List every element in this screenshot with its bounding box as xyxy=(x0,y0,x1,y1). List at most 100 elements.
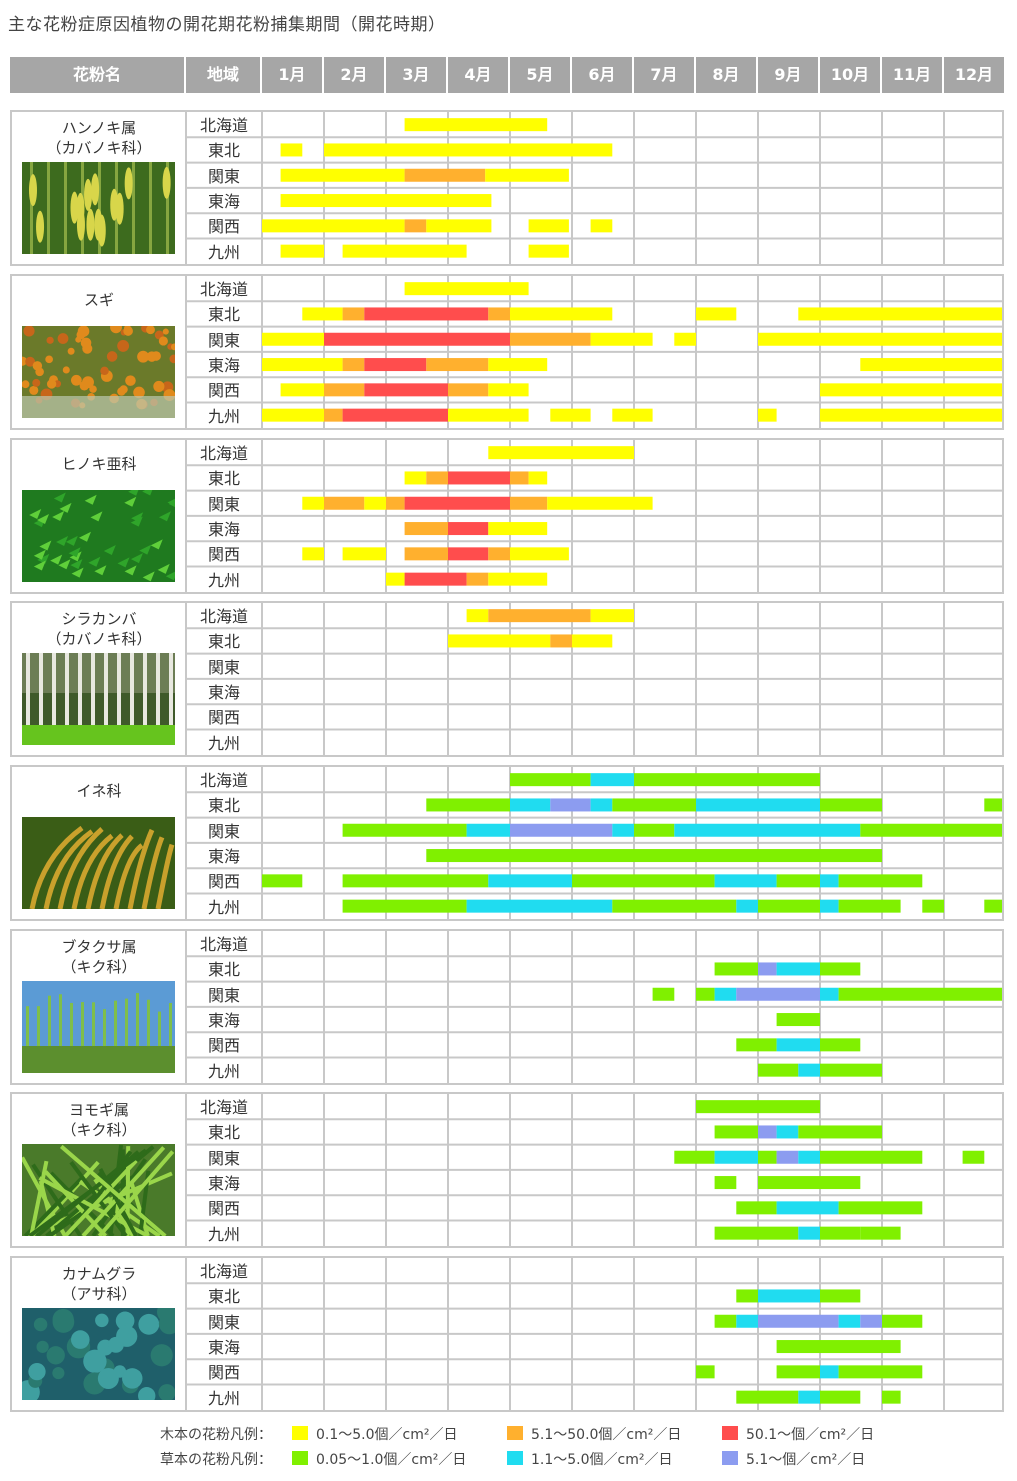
pollen-bar xyxy=(860,1226,882,1240)
pollen-bar xyxy=(882,1226,901,1240)
region-label: 九州 xyxy=(207,1224,240,1244)
pollen-bar xyxy=(386,572,405,586)
pollen-bar xyxy=(262,219,405,233)
header-month: 5月 xyxy=(526,65,554,84)
region-label: 北海道 xyxy=(199,935,248,954)
pollen-bar xyxy=(714,1314,737,1328)
pollen-bar xyxy=(922,899,944,913)
pollen-bar xyxy=(510,168,569,182)
pollen-bar xyxy=(736,1289,758,1303)
pollen-bar xyxy=(758,1289,820,1303)
region-label: 関西 xyxy=(207,872,240,892)
pollen-bar xyxy=(488,446,634,460)
pollen-bar xyxy=(758,962,777,976)
pollen-bar xyxy=(488,307,510,321)
pollen-bar xyxy=(776,874,820,888)
pollen-bar xyxy=(612,798,696,812)
pollen-bar xyxy=(612,899,737,913)
pollen-bar xyxy=(280,244,324,258)
region-label: 東北 xyxy=(207,141,240,161)
pollen-bar xyxy=(798,307,1002,321)
pollen-bar xyxy=(820,1038,861,1052)
pollen-bar xyxy=(882,1314,923,1328)
pollen-bar xyxy=(860,358,1002,372)
region-label: 東北 xyxy=(207,1123,240,1143)
pollen-bar xyxy=(404,118,548,132)
plant-name-line: （カバノキ科） xyxy=(46,630,152,648)
pollen-bar xyxy=(324,408,343,422)
pollen-bar xyxy=(776,1125,799,1139)
region-label: 関東 xyxy=(207,821,240,841)
pollen-bar xyxy=(510,823,613,837)
plant-name-line: ブタクサ属 xyxy=(61,938,137,956)
pollen-bar xyxy=(590,798,613,812)
header-divider xyxy=(880,57,882,93)
pollen-bar xyxy=(736,1038,777,1052)
region-label: 関西 xyxy=(207,217,240,237)
plant-name-line: ハンノキ属 xyxy=(61,119,137,137)
pollen-bar xyxy=(280,383,324,397)
legend-item-label: 1.1～5.0個／cm²／日 xyxy=(531,1452,673,1468)
pollen-bar xyxy=(838,987,1002,1001)
region-label: 北海道 xyxy=(199,280,248,299)
plant-name-line: シラカンバ xyxy=(61,610,137,628)
pollen-bar xyxy=(426,219,492,233)
pollen-bar xyxy=(466,823,510,837)
pollen-bar xyxy=(510,332,591,346)
region-label: 関東 xyxy=(207,1312,240,1332)
pollen-bar xyxy=(696,798,820,812)
pollen-bar xyxy=(590,609,634,623)
pollen-bar xyxy=(714,1125,758,1139)
pollen-bar xyxy=(386,496,405,510)
legend-item-label: 5.1～個／cm²／日 xyxy=(746,1452,866,1468)
pollen-bar xyxy=(714,962,758,976)
plant-name: スギ xyxy=(12,290,186,310)
region-label: 東海 xyxy=(207,519,240,539)
pollen-bar xyxy=(364,496,386,510)
region-label: 北海道 xyxy=(199,771,248,790)
plant-name-line: ヨモギ属 xyxy=(68,1101,129,1119)
pollen-bar xyxy=(758,899,820,913)
pollen-bar xyxy=(962,1150,985,1164)
pollen-bar xyxy=(488,572,548,586)
pollen-bar xyxy=(488,609,591,623)
legend-swatch xyxy=(722,1426,738,1440)
plant-grid xyxy=(185,1258,1002,1410)
region-label: 東海 xyxy=(207,1337,240,1357)
pollen-bar xyxy=(776,1201,839,1215)
pollen-bar xyxy=(820,1390,861,1404)
header-month: 2月 xyxy=(340,65,368,84)
pollen-bar xyxy=(550,798,591,812)
plant-name: シラカンバ （カバノキ科） xyxy=(12,609,186,649)
pollen-bar xyxy=(674,823,861,837)
rice-grass-photo xyxy=(22,817,175,909)
pollen-bar xyxy=(820,1289,861,1303)
plant-name-line: ヒノキ亜科 xyxy=(61,455,137,473)
pollen-bar xyxy=(342,408,448,422)
pollen-bar xyxy=(485,168,510,182)
pollen-bar xyxy=(448,358,489,372)
pollen-bar xyxy=(364,383,448,397)
region-label: 関西 xyxy=(207,545,240,565)
pollen-bar xyxy=(736,1201,777,1215)
region-label: 関西 xyxy=(207,708,240,728)
region-label: 東北 xyxy=(207,796,240,816)
pollen-bar xyxy=(324,383,365,397)
pollen-bar xyxy=(364,307,489,321)
chart-title: 主な花粉症原因植物の開花期花粉捕集期間（開花時期） xyxy=(8,15,446,35)
legend-item-label: 50.1～個／cm²／日 xyxy=(746,1427,875,1443)
pollen-bar xyxy=(820,899,839,913)
pollen-bar xyxy=(714,1226,799,1240)
pollen-bar xyxy=(634,773,820,787)
pollen-bar xyxy=(262,332,324,346)
plant-name-line: イネ科 xyxy=(76,782,122,800)
pollen-bar xyxy=(714,987,737,1001)
pollen-bar xyxy=(776,1150,799,1164)
pollen-bar xyxy=(714,1176,737,1190)
pollen-bar xyxy=(547,496,653,510)
pollen-bar xyxy=(820,1226,861,1240)
pollen-bar xyxy=(984,899,1002,913)
plant-grid xyxy=(185,440,1002,592)
pollen-bar xyxy=(838,1201,923,1215)
pollen-bar xyxy=(426,798,510,812)
